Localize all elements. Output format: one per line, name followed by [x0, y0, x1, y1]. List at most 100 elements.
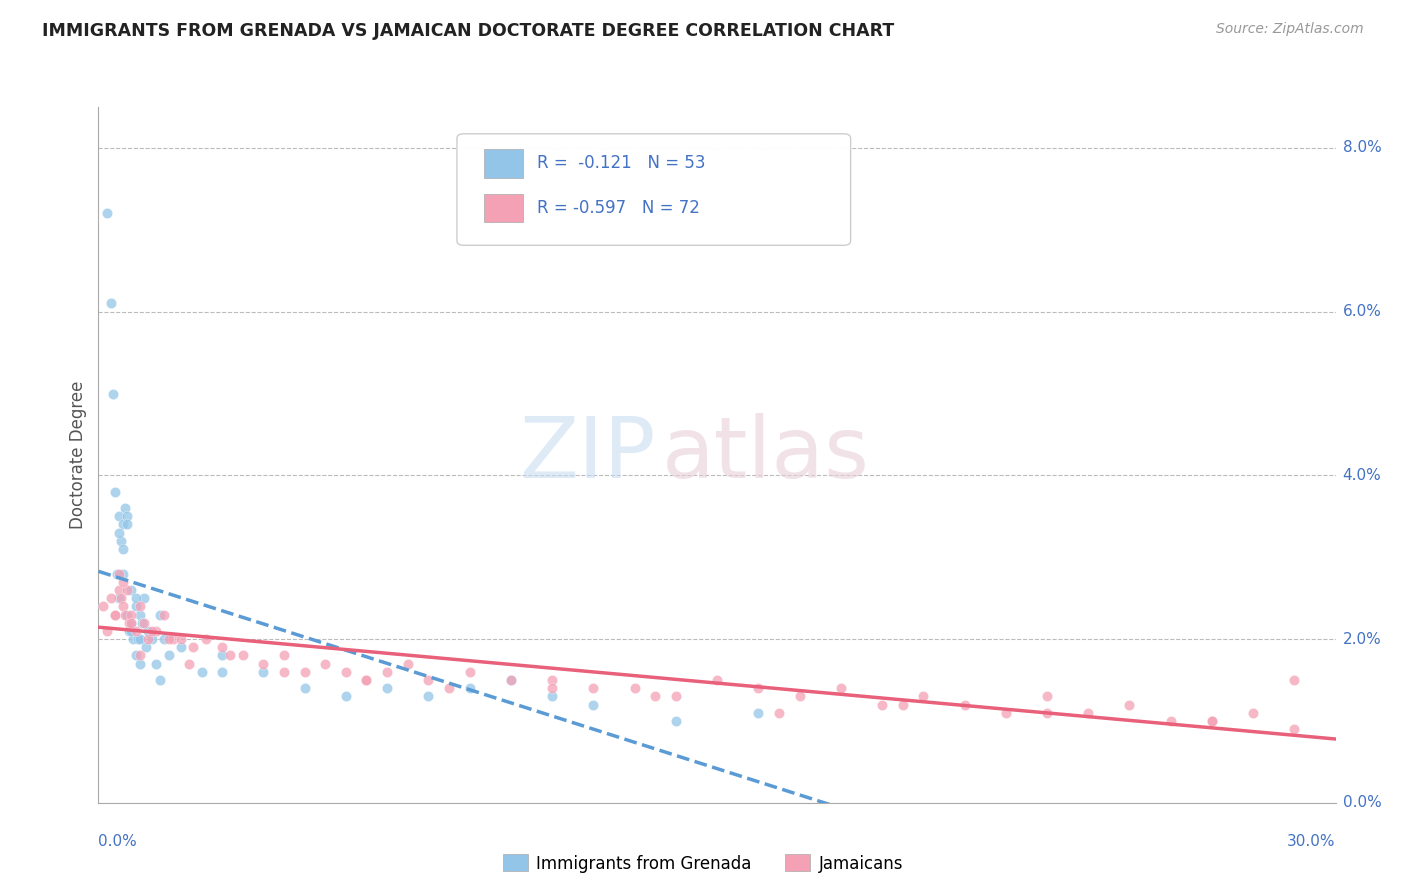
Point [994, 706, 1017, 720]
Point [112, 574, 135, 589]
Point [96, 624, 118, 638]
Point [117, 607, 139, 622]
Point [153, 632, 176, 646]
Point [120, 582, 142, 597]
Point [418, 673, 440, 687]
Point [665, 714, 688, 728]
Point [108, 566, 131, 581]
Point [499, 673, 522, 687]
Point [1241, 706, 1264, 720]
Point [356, 673, 378, 687]
Point [582, 681, 605, 696]
Point [149, 673, 172, 687]
Point [108, 582, 131, 597]
Point [211, 648, 233, 663]
Point [252, 657, 274, 671]
Point [128, 607, 150, 622]
Point [145, 624, 167, 638]
Point [136, 632, 159, 646]
Point [104, 607, 127, 622]
Point [170, 632, 193, 646]
Text: 0.0%: 0.0% [1343, 796, 1382, 810]
Text: IMMIGRANTS FROM GRENADA VS JAMAICAN DOCTORATE DEGREE CORRELATION CHART: IMMIGRANTS FROM GRENADA VS JAMAICAN DOCT… [42, 22, 894, 40]
Point [112, 566, 135, 581]
Point [747, 706, 769, 720]
Point [1201, 714, 1223, 728]
Text: 2.0%: 2.0% [1343, 632, 1382, 647]
Point [96, 206, 118, 220]
Point [127, 632, 149, 646]
Point [418, 690, 440, 704]
Point [108, 525, 131, 540]
Point [582, 698, 605, 712]
Point [118, 624, 141, 638]
Point [623, 681, 645, 696]
Point [211, 665, 233, 679]
Point [375, 681, 398, 696]
Point [499, 673, 522, 687]
Point [219, 648, 242, 663]
Point [437, 681, 460, 696]
Point [124, 624, 146, 638]
Text: atlas: atlas [661, 413, 869, 497]
Legend: Immigrants from Grenada, Jamaicans: Immigrants from Grenada, Jamaicans [496, 847, 910, 880]
Point [273, 665, 295, 679]
Point [149, 607, 172, 622]
Point [190, 665, 212, 679]
Point [112, 599, 135, 614]
Point [141, 632, 163, 646]
Point [117, 509, 139, 524]
Text: 30.0%: 30.0% [1288, 834, 1336, 849]
Point [131, 615, 153, 630]
Point [356, 673, 378, 687]
Point [114, 501, 136, 516]
Point [912, 690, 935, 704]
Point [458, 681, 481, 696]
Point [396, 657, 419, 671]
Point [870, 698, 893, 712]
Point [294, 681, 316, 696]
Point [91, 599, 114, 614]
Point [153, 607, 176, 622]
Point [644, 690, 666, 704]
Point [179, 657, 201, 671]
Point [157, 632, 180, 646]
Point [122, 632, 145, 646]
Point [294, 665, 316, 679]
Point [136, 624, 159, 638]
Point [104, 484, 127, 499]
Point [706, 673, 728, 687]
Point [120, 615, 142, 630]
Point [1036, 690, 1059, 704]
Text: 8.0%: 8.0% [1343, 140, 1382, 155]
Point [124, 648, 146, 663]
Point [194, 632, 217, 646]
Point [541, 681, 564, 696]
Point [747, 681, 769, 696]
Text: R = -0.597   N = 72: R = -0.597 N = 72 [537, 199, 700, 217]
Point [100, 591, 122, 606]
Point [108, 591, 131, 606]
Point [145, 657, 167, 671]
Point [124, 591, 146, 606]
Point [891, 698, 914, 712]
Point [104, 607, 127, 622]
Point [120, 607, 142, 622]
Point [128, 632, 150, 646]
Point [120, 624, 142, 638]
Text: 4.0%: 4.0% [1343, 468, 1382, 483]
Point [100, 296, 122, 310]
Text: 6.0%: 6.0% [1343, 304, 1382, 319]
Point [105, 566, 128, 581]
Point [128, 648, 150, 663]
Point [135, 640, 157, 655]
Point [117, 517, 139, 532]
Y-axis label: Doctorate Degree: Doctorate Degree [69, 381, 87, 529]
Point [1284, 722, 1306, 736]
Point [1118, 698, 1140, 712]
Point [335, 665, 357, 679]
Point [1077, 706, 1099, 720]
Text: 0.0%: 0.0% [98, 834, 138, 849]
Point [458, 665, 481, 679]
Point [1036, 706, 1059, 720]
